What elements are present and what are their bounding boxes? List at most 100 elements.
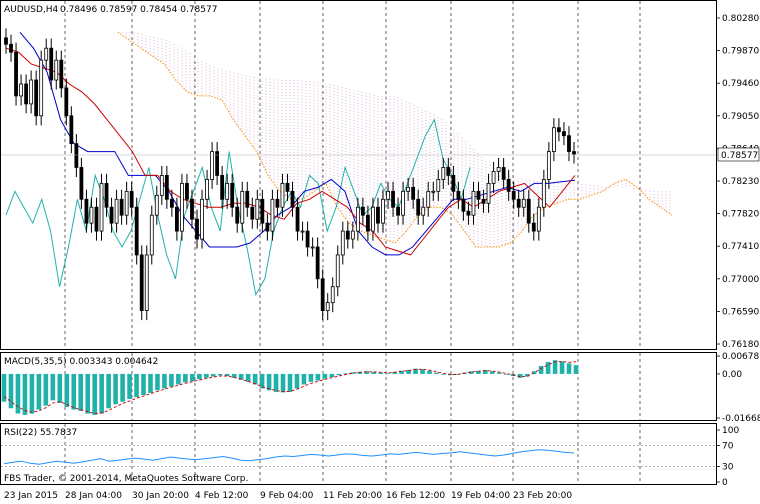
candle-body [54,59,59,81]
candle-body [84,198,89,224]
x-tick-label: 19 Feb 04:00 [451,491,510,501]
current-price-label: 0.78577 [721,151,758,161]
candle-body [230,182,235,208]
candle-body [572,151,576,155]
candle-body [315,246,320,280]
y-tick-label: 0.78230 [722,177,759,187]
rsi-panel-frame [0,423,717,485]
candle-body [24,83,29,105]
candle-body [476,190,481,200]
axes: 23 Jan 2015 28 Jan 04:00 30 Jan 20:00 4 Feb… [4,14,760,501]
macd-bar [148,373,153,393]
candle-body [39,59,44,117]
candles [4,28,576,321]
macd-bar [1,373,7,402]
macd-bar [36,373,42,410]
candle-body [396,206,400,216]
candle-body [501,167,506,180]
rsi-y-tick-label: 70 [722,442,734,452]
macd-bar [197,373,202,380]
candle-body [190,198,194,220]
candle-body [330,286,335,304]
macd-bar [496,372,502,374]
macd-label: MACD(5,35,5) 0.003343 0.004642 [4,357,158,367]
macd-bar [378,372,383,374]
candle-body [421,206,426,216]
candle-body [360,206,365,216]
macd-bar [566,363,572,374]
candle-body [265,222,270,232]
candle-body [34,79,39,117]
y-tick-label: 0.79460 [722,79,759,89]
candle-body [481,198,486,204]
macd-bar [8,373,14,409]
macd-bar [245,373,251,382]
watermark: FBS Trader, © 2001-2014, MetaQuotes Soft… [4,474,248,484]
macd-bar [489,371,495,374]
candle-body [169,198,174,208]
candle-body [250,206,255,220]
macd-bar [29,373,35,414]
candle-body [310,246,315,249]
candle-body [275,198,280,208]
macd-y-tick-label: -0.016687 [722,414,760,424]
candle-body [129,190,134,208]
macd-bar [203,373,209,378]
candle-body [456,190,461,200]
x-tick-label: 16 Feb 12:00 [386,491,445,501]
macd-bar [43,373,49,406]
candle-body [210,151,214,180]
candle-body [506,179,511,192]
candle-body [159,175,164,196]
candle-body [551,127,556,152]
macd-bar [162,373,167,389]
candle-body [426,190,431,208]
macd-bar [280,373,286,393]
macd-bar [336,373,342,376]
macd-bar [476,370,481,374]
candle-body [536,206,541,232]
macd-bar [545,362,551,374]
candle-body [355,206,360,232]
candle-body [220,175,225,200]
candle-body [300,230,305,233]
y-tick-label: 0.80280 [722,14,759,24]
candle-body [245,190,250,208]
candle-body [531,222,536,232]
macd-plot [1,360,579,415]
candle-body [114,198,119,224]
candle-body [471,190,476,216]
candle-body [9,43,13,53]
y-tick-label: 0.77820 [722,210,759,220]
macd-bar [273,373,279,392]
macd-bar [524,373,530,377]
macd-bar [210,373,216,377]
macd-bar [169,373,174,387]
candle-body [521,198,526,208]
symbol-label: AUDUSD,H4 [4,5,59,15]
macd-y-tick-label: 0.006787 [722,352,760,362]
x-tick-label: 23 Jan 2015 [4,491,58,501]
macd-bar [217,373,223,376]
candle-body [64,87,69,117]
macd-bar [392,371,397,374]
macd-bar [371,371,377,374]
macd-bar [357,371,363,374]
candle-body [280,182,285,208]
price-panel-frame [0,0,717,350]
macd-bar [434,372,439,374]
macd-bar [99,373,104,414]
candle-body [270,198,275,232]
candle-body [59,59,64,89]
candle-body [446,167,451,176]
macd-panel-frame [0,352,717,421]
rsi-plot [1,445,716,467]
macd-bar [538,366,544,374]
macd-bar [420,369,425,374]
macd-bar [301,373,307,385]
macd-bar [106,373,111,409]
y-tick-label: 0.79870 [722,47,759,57]
candle-body [516,198,521,208]
candle-body [496,167,501,172]
